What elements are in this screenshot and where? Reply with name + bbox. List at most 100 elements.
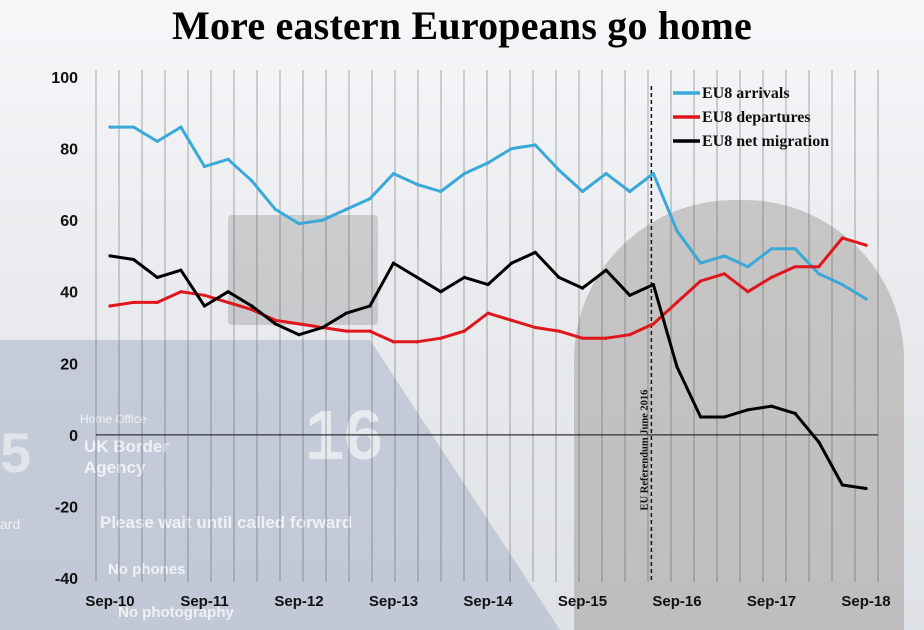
series-1-point xyxy=(533,143,537,147)
series-1-point xyxy=(439,189,443,194)
series-1-point xyxy=(297,222,301,226)
y-tick-label: 0 xyxy=(69,428,78,445)
series-2-point xyxy=(415,340,419,344)
series-3-point xyxy=(368,304,372,308)
series-1-point xyxy=(155,139,159,144)
series-2-point xyxy=(722,272,726,276)
series-3-point xyxy=(533,250,537,254)
referendum-label: EU Referendum June 2016 xyxy=(639,390,650,511)
series-2-point xyxy=(297,322,301,326)
series-2-point xyxy=(486,311,490,315)
series-3-point xyxy=(864,486,868,491)
series-3-point xyxy=(580,286,585,290)
series-2-point xyxy=(840,236,844,240)
series-3-point xyxy=(226,290,230,294)
series-3-point xyxy=(297,333,301,337)
no-photography-text: No photography xyxy=(118,604,234,621)
series-3-point xyxy=(840,483,844,487)
series-1-point xyxy=(604,172,608,176)
legend-label: EU8 departures xyxy=(702,109,811,126)
ukba-text-line1: UK Border xyxy=(84,437,170,456)
series-line-2 xyxy=(108,236,868,344)
series-1-point xyxy=(651,172,655,176)
series-2-point xyxy=(580,336,585,340)
y-tick-label: 60 xyxy=(60,213,78,230)
series-3-point xyxy=(202,304,207,308)
series-2-point xyxy=(202,293,207,297)
series-1-point xyxy=(793,247,797,251)
series-3-point xyxy=(132,257,136,262)
series-1-point xyxy=(722,254,726,258)
series-2-point xyxy=(368,329,372,333)
series-3-point xyxy=(510,261,514,265)
traveller-silhouette xyxy=(574,200,904,630)
x-tick-label: Sep-15 xyxy=(558,593,607,610)
series-1-point xyxy=(344,207,348,212)
series-3-point xyxy=(321,325,325,330)
x-tick-label: Sep-14 xyxy=(463,593,513,610)
x-tick-label: Sep-10 xyxy=(85,593,134,610)
series-2-point xyxy=(675,300,679,305)
series-1-point xyxy=(462,172,466,176)
series-3-point xyxy=(628,293,632,297)
series-2-point xyxy=(273,318,277,322)
vertical-grid xyxy=(95,70,879,582)
series-1-point xyxy=(580,189,585,194)
series-1-point xyxy=(202,164,207,169)
series-1-point xyxy=(415,182,419,186)
x-tick-label: Sep-18 xyxy=(841,593,890,610)
series-2-point xyxy=(604,336,608,340)
sign-ward-text: ard xyxy=(0,516,21,532)
series-3-point xyxy=(769,404,774,408)
series-2-point xyxy=(108,304,112,308)
x-tick-label: Sep-12 xyxy=(274,593,323,610)
y-tick-label: -40 xyxy=(55,571,78,588)
y-tick-label: 80 xyxy=(60,142,78,159)
series-1-point xyxy=(108,125,112,129)
x-tick-label: Sep-17 xyxy=(747,593,796,610)
series-3-point xyxy=(391,261,396,265)
x-axis-ticks: Sep-10 Sep-11 Sep-12 Sep-13 Sep-14 Sep-15 Sep-… xyxy=(85,593,890,610)
series-1-point xyxy=(132,125,136,129)
series-2-point xyxy=(651,322,655,326)
y-axis-ticks: -40 -20 0 20 40 60 80 100 xyxy=(51,70,78,588)
series-1-point xyxy=(675,229,679,233)
series-1-point xyxy=(250,179,254,183)
chart-title: More eastern Europeans go home xyxy=(171,3,753,48)
series-1-point xyxy=(510,146,514,151)
y-tick-label: 20 xyxy=(60,356,78,373)
series-3-point xyxy=(250,304,254,308)
referendum-annotation: EU Referendum June 2016 xyxy=(639,86,653,580)
series-1-point xyxy=(226,157,230,161)
ukba-text-line2: Agency xyxy=(84,458,146,477)
series-1-point xyxy=(391,172,396,176)
series-lines xyxy=(108,125,868,491)
series-3-point xyxy=(817,440,821,444)
series-1-point xyxy=(273,207,277,212)
series-1-point xyxy=(840,282,844,287)
series-3-point xyxy=(415,275,419,279)
sign-left-number: 5 xyxy=(0,421,32,484)
series-1-point xyxy=(368,197,372,201)
series-3-point xyxy=(155,275,159,279)
y-tick-label: 100 xyxy=(51,70,78,87)
y-tick-label: -20 xyxy=(55,499,78,516)
series-2-point xyxy=(439,336,443,340)
series-1-point xyxy=(179,125,183,129)
series-2-point xyxy=(557,329,561,333)
series-line-1 xyxy=(108,125,868,301)
home-office-text: Home Office xyxy=(80,412,147,426)
series-3-point xyxy=(651,282,655,287)
series-2-point xyxy=(344,329,348,333)
series-3-point xyxy=(439,290,443,294)
x-tick-label: Sep-11 xyxy=(180,593,228,610)
legend-label: EU8 net migration xyxy=(702,133,829,150)
series-1-point xyxy=(864,297,868,301)
series-3-point xyxy=(344,311,348,315)
series-1-point xyxy=(486,161,490,165)
series-2-point xyxy=(462,329,466,333)
series-2-point xyxy=(793,265,797,269)
series-2-point xyxy=(510,318,514,322)
y-tick-label: 40 xyxy=(60,285,78,302)
